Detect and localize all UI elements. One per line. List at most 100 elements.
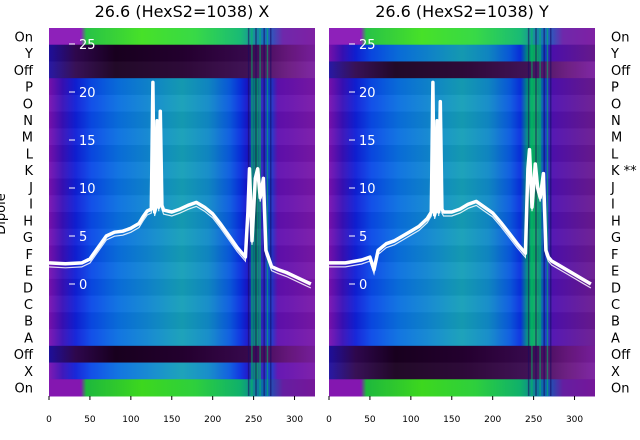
x-tick-label: 150	[163, 415, 180, 425]
heatmap-row-shade-8	[329, 161, 595, 179]
row-label: O	[611, 97, 621, 112]
row-label: B	[611, 315, 620, 330]
chart-title: 26.6 (HexS2=1038) X	[95, 2, 270, 21]
row-label: G	[23, 231, 33, 246]
row-label: P	[611, 81, 619, 96]
heatmap-row-shade-18	[329, 329, 595, 346]
row-label: Off	[611, 348, 631, 363]
row-label: Off	[611, 64, 631, 79]
heatmap-row-shade-12	[329, 228, 595, 246]
row-label: O	[23, 97, 33, 112]
overlay-tick-label: 10	[359, 182, 376, 197]
heatmap-row-shade-19	[329, 345, 595, 363]
row-label: I	[29, 198, 33, 213]
row-label: M	[22, 131, 33, 146]
row-label: G	[611, 231, 621, 246]
chart-title: 26.6 (HexS2=1038) Y	[375, 2, 549, 21]
overlay-tick-label: 20	[359, 86, 376, 101]
row-label: N	[611, 114, 621, 129]
x-tick-label: 200	[204, 415, 221, 425]
row-label: D	[611, 281, 621, 296]
heatmap-row-shade-5	[329, 111, 595, 129]
streak	[527, 28, 530, 396]
streak	[269, 28, 272, 396]
heatmap-row-shade-20	[49, 362, 315, 380]
heatmap-row-shade-16	[329, 295, 595, 313]
heatmap-row-shade-15	[329, 278, 595, 296]
overlay-tick-label: 20	[79, 86, 96, 101]
row-label: A	[24, 331, 33, 346]
overlay-tick-label: 15	[359, 134, 376, 149]
row-label: Off	[14, 348, 34, 363]
x-tick-label: 100	[122, 415, 139, 425]
overlay-tick-label: 5	[359, 230, 367, 245]
streak	[255, 28, 257, 396]
overlay-tick-label: 0	[79, 278, 87, 293]
x-tick-label: 250	[525, 415, 542, 425]
overlay-tick-label: 5	[79, 230, 87, 245]
row-label: H	[611, 214, 621, 229]
row-label: On	[611, 30, 629, 45]
row-label: On	[15, 30, 33, 45]
heatmap-row-shade-8	[49, 161, 315, 179]
overlay-series-line-alt	[329, 86, 592, 289]
streak	[531, 28, 533, 396]
row-label: Y	[24, 47, 33, 62]
heatmap-row-shade-18	[49, 329, 315, 346]
overlay-tick-label: 0	[359, 278, 367, 293]
row-label: H	[23, 214, 33, 229]
heatmap-row-shade-21	[329, 379, 595, 396]
x-tick-label: 100	[402, 415, 419, 425]
heatmap-row-shade-2	[49, 61, 315, 79]
row-label: B	[24, 315, 33, 330]
x-tick-label: 250	[245, 415, 262, 425]
row-label: P	[25, 81, 33, 96]
row-label: E	[25, 265, 33, 280]
row-label: F	[26, 248, 33, 263]
row-label: F	[611, 248, 618, 263]
row-label: J	[610, 181, 615, 196]
row-label: A	[611, 331, 620, 346]
heatmap-row-shade-14	[49, 262, 315, 279]
y-axis-label: Dipole	[0, 193, 9, 234]
heatmap-row-shade-11	[329, 212, 595, 229]
heatmap-row-shade-13	[329, 245, 595, 263]
x-tick-label: 50	[364, 415, 376, 425]
streak	[266, 28, 269, 396]
heatmap-row-shade-21	[49, 379, 315, 396]
x-tick-label: 0	[46, 415, 52, 425]
heatmap-row-shade-16	[49, 295, 315, 313]
heatmap-row-shade-11	[49, 212, 315, 229]
x-tick-label: 50	[84, 415, 96, 425]
heatmap-row-shade-17	[49, 312, 315, 330]
streak	[539, 28, 541, 396]
row-label: J	[28, 181, 33, 196]
heatmap-row-shade-17	[329, 312, 595, 330]
heatmap-row-shade-12	[49, 228, 315, 246]
x-tick-label: 300	[566, 415, 583, 425]
row-label: E	[611, 265, 619, 280]
overlay-tick-label: 25	[359, 38, 376, 53]
heatmap-row-shade-19	[49, 345, 315, 363]
streak	[259, 28, 261, 396]
row-label: M	[611, 131, 622, 146]
x-tick-label: 0	[326, 415, 332, 425]
heatmap-row-shade-20	[329, 362, 595, 380]
row-label: K	[24, 164, 33, 179]
row-label: On	[611, 382, 629, 397]
row-label: C	[24, 298, 33, 313]
row-label: L	[611, 147, 619, 162]
row-label: L	[26, 147, 34, 162]
x-tick-label: 200	[484, 415, 501, 425]
row-label: On	[15, 382, 33, 397]
row-label: K **	[611, 164, 637, 179]
overlay-tick-label: 25	[79, 38, 96, 53]
x-tick-label: 150	[443, 415, 460, 425]
row-label: Y	[610, 47, 619, 62]
row-label: X	[24, 365, 33, 380]
streak	[549, 28, 552, 396]
row-label: Off	[14, 64, 34, 79]
